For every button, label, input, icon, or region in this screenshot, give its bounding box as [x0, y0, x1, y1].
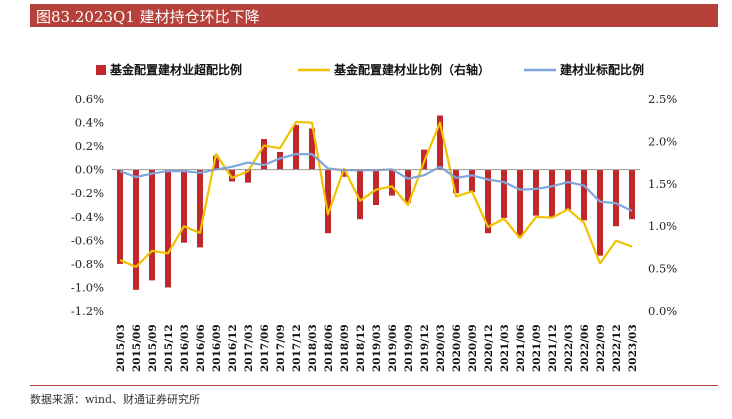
bar — [485, 169, 491, 234]
left-tick-label: 0.0% — [75, 163, 104, 177]
x-tick-label: 2016/06 — [195, 324, 207, 372]
bar — [469, 169, 475, 193]
x-axis: 2015/03 2015/06 2015/09 2015/12 2016/03 2016/… — [112, 169, 640, 372]
x-tick-label: 2015/06 — [131, 324, 143, 372]
bar — [533, 169, 539, 216]
x-tick-label: 2018/12 — [355, 324, 367, 372]
bar — [229, 169, 235, 182]
right-axis: 2.5% 2.0% 1.5% 1.0% 0.5% 0.0% — [648, 92, 677, 318]
x-tick-label: 2018/03 — [307, 324, 319, 372]
source-note: 数据来源：wind、财通证券研究所 — [30, 393, 201, 406]
legend-label-overweight: 基金配置建材业超配比例 — [109, 62, 242, 77]
bar — [293, 124, 299, 170]
bar — [565, 169, 571, 210]
total-allocation-line — [119, 120, 633, 268]
legend-label-total: 基金配置建材业比例（右轴） — [333, 62, 490, 77]
bar — [437, 115, 443, 170]
x-tick-label: 2022/06 — [579, 324, 591, 372]
left-tick-label: -0.8% — [71, 257, 104, 271]
x-tick-label: 2018/09 — [339, 324, 351, 372]
left-tick-label: -0.2% — [71, 186, 104, 200]
x-tick-label: 2019/06 — [387, 324, 399, 372]
x-tick-label: 2021/06 — [515, 324, 527, 372]
x-tick-label: 2017/09 — [275, 324, 287, 372]
x-tick-label: 2022/03 — [563, 324, 575, 372]
left-tick-label: -0.4% — [71, 210, 104, 224]
title-bar: 图83.2023Q1 建材持仓环比下降 — [30, 4, 718, 27]
bar — [165, 169, 171, 288]
legend-label-standard: 建材业标配比例 — [559, 62, 644, 77]
x-tick-label: 2015/09 — [147, 324, 159, 372]
x-tick-label: 2015/03 — [115, 324, 127, 372]
x-tick-label: 2017/06 — [259, 324, 271, 372]
right-tick-label: 2.5% — [648, 92, 677, 106]
x-tick-label: 2022/12 — [611, 324, 623, 372]
bar — [581, 169, 587, 221]
bar — [325, 169, 331, 234]
x-tick-label: 2019/12 — [419, 324, 431, 372]
x-tick-label: 2016/09 — [211, 324, 223, 372]
x-tick-label: 2019/03 — [371, 324, 383, 372]
bar — [629, 169, 635, 220]
right-tick-label: 1.0% — [648, 219, 677, 233]
right-tick-label: 0.5% — [648, 262, 677, 276]
bar — [549, 169, 555, 217]
legend: 基金配置建材业超配比例 基金配置建材业比例（右轴） 建材业标配比例 — [96, 62, 644, 77]
right-tick-label: 1.5% — [648, 177, 677, 191]
left-axis: 0.6% 0.4% 0.2% 0.0% -0.2% -0.4% -0.6% -0.8% -1.0… — [71, 92, 104, 318]
bar — [405, 169, 411, 203]
bar — [453, 169, 459, 194]
x-tick-label: 2018/06 — [323, 324, 335, 372]
x-tick-label: 2020/03 — [435, 324, 447, 372]
bar — [245, 169, 251, 183]
bar — [149, 169, 155, 281]
x-tick-label: 2020/12 — [483, 324, 495, 372]
bar — [181, 169, 187, 243]
bar — [213, 155, 219, 170]
x-tick-label: 2016/12 — [227, 324, 239, 372]
bar — [261, 139, 267, 170]
x-tick-label: 2020/09 — [467, 324, 479, 372]
standard-allocation-line — [119, 153, 633, 212]
chart-title: 图83.2023Q1 建材持仓环比下降 — [36, 8, 260, 26]
left-tick-label: 0.4% — [75, 116, 104, 130]
x-tick-label: 2021/03 — [499, 324, 511, 372]
x-tick-label: 2015/12 — [163, 324, 175, 372]
left-tick-label: -0.6% — [71, 233, 104, 247]
x-tick-label: 2020/06 — [451, 324, 463, 372]
bar — [389, 169, 395, 196]
x-tick-label: 2019/09 — [403, 324, 415, 372]
x-tick-label: 2017/12 — [291, 324, 303, 372]
bar — [341, 169, 347, 177]
bar — [133, 169, 139, 290]
x-tick-label: 2021/12 — [547, 324, 559, 372]
x-tick-label: 2017/03 — [243, 324, 255, 372]
bar-series — [117, 115, 635, 290]
x-tick-label: 2016/03 — [179, 324, 191, 372]
x-tick-label: 2023/03 — [627, 324, 639, 372]
bar — [277, 152, 283, 170]
bar — [197, 169, 203, 248]
left-tick-label: 0.2% — [75, 139, 104, 153]
left-tick-label: -1.0% — [71, 280, 104, 294]
bar — [309, 128, 315, 170]
bar — [517, 169, 523, 237]
bar — [357, 169, 363, 220]
right-tick-label: 0.0% — [648, 304, 677, 318]
footer-divider — [30, 385, 718, 386]
bar — [597, 169, 603, 256]
left-tick-label: 0.6% — [75, 92, 104, 106]
line-series — [119, 120, 633, 268]
bar — [613, 169, 619, 227]
bar — [501, 169, 507, 218]
x-tick-label: 2022/09 — [595, 324, 607, 372]
bar — [373, 169, 379, 205]
right-tick-label: 2.0% — [648, 134, 677, 148]
legend-swatch-bar — [96, 65, 106, 75]
bar — [117, 169, 123, 264]
left-tick-label: -1.2% — [71, 304, 104, 318]
x-tick-label: 2021/09 — [531, 324, 543, 372]
